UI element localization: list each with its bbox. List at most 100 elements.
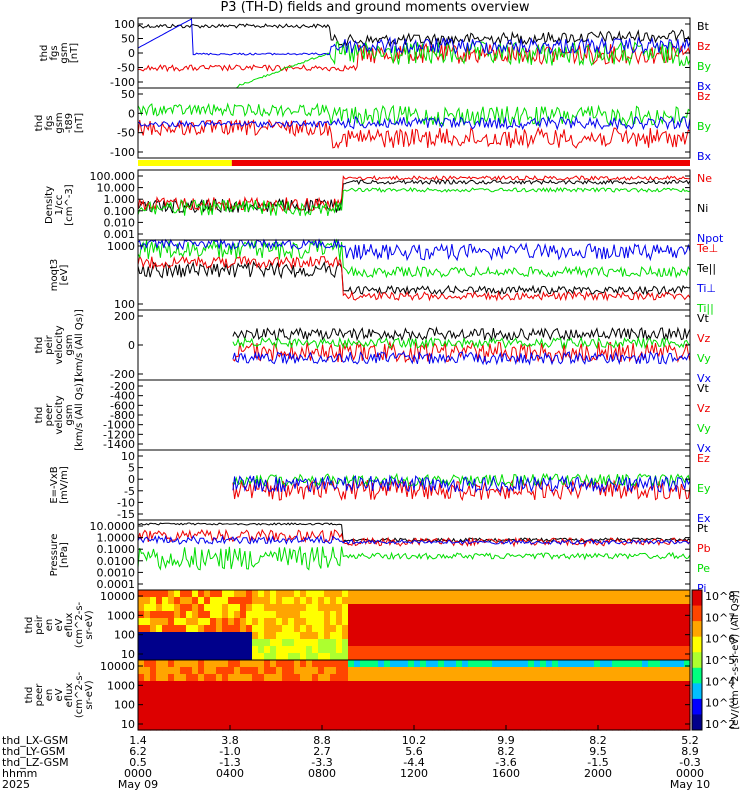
spectrogram-cell <box>426 716 433 724</box>
series-line-pt <box>137 522 691 544</box>
spectrogram-cell <box>198 639 205 647</box>
spectrogram-cell <box>336 723 343 731</box>
spectrogram-cell <box>576 611 583 619</box>
spectrogram-cell <box>336 709 343 717</box>
spectrogram-cell <box>294 723 301 731</box>
spectrogram-cell <box>672 611 679 619</box>
spectrogram-cell <box>648 667 655 675</box>
y-tick-label: 10 <box>121 450 135 463</box>
spectrogram-cell <box>252 604 259 612</box>
spectrogram-cell <box>492 702 499 710</box>
spectrogram-cell <box>330 639 337 647</box>
spectrogram-cell <box>318 604 325 612</box>
spectrogram-cell <box>138 646 145 654</box>
spectrogram-cell <box>582 674 589 682</box>
spectrogram-cell <box>648 646 655 654</box>
spectrogram-cell <box>468 604 475 612</box>
spectrogram-cell <box>426 604 433 612</box>
spectrogram-cell <box>234 723 241 731</box>
spectrogram-cell <box>252 597 259 605</box>
x-tick-label: -1.5 <box>587 756 608 769</box>
spectrogram-cell <box>624 653 631 661</box>
spectrogram-cell <box>414 674 421 682</box>
spectrogram-cell <box>342 667 349 675</box>
spectrogram-cell <box>456 639 463 647</box>
spectrogram-cell <box>486 632 493 640</box>
y-tick-label: 10.000 <box>97 182 136 195</box>
spectrogram-cell <box>330 681 337 689</box>
spectrogram-cell <box>438 716 445 724</box>
y-tick-label: 1.0000 <box>97 532 136 545</box>
spectrogram-cell <box>516 695 523 703</box>
spectrogram-cell <box>414 590 421 598</box>
spectrogram-cell <box>228 723 235 731</box>
spectrogram-cell <box>420 709 427 717</box>
spectrogram-cell <box>180 723 187 731</box>
spectrogram-cell <box>492 716 499 724</box>
spectrogram-cell <box>636 639 643 647</box>
spectrogram-cell <box>246 639 253 647</box>
spectrogram-cell <box>264 667 271 675</box>
spectrogram-cell <box>210 611 217 619</box>
y-tick-label: -200 <box>110 368 135 381</box>
spectrogram-cell <box>570 590 577 598</box>
spectrogram-cell <box>576 632 583 640</box>
spectrogram-cell <box>636 618 643 626</box>
spectrogram-cell <box>432 660 439 668</box>
spectrogram-cell <box>324 597 331 605</box>
spectrogram-cell <box>606 590 613 598</box>
spectrogram-cell <box>354 688 361 696</box>
spectrogram-cell <box>282 639 289 647</box>
spectrogram-cell <box>186 716 193 724</box>
y-axis-label: Pressure <box>49 534 60 577</box>
spectrogram-cell <box>444 632 451 640</box>
spectrogram-cell <box>606 674 613 682</box>
spectrogram-cell <box>396 639 403 647</box>
spectrogram-cell <box>654 611 661 619</box>
spectrogram-cell <box>438 639 445 647</box>
spectrogram-cell <box>618 702 625 710</box>
spectrogram-cell <box>630 604 637 612</box>
spectrogram-cell <box>174 660 181 668</box>
spectrogram-cell <box>504 604 511 612</box>
spectrogram-cell <box>438 653 445 661</box>
spectrogram-cell <box>366 681 373 689</box>
spectrogram-cell <box>378 618 385 626</box>
y-axis-label: eflux <box>64 613 75 638</box>
spectrogram-cell <box>174 681 181 689</box>
spectrogram-cell <box>462 618 469 626</box>
spectrogram-cell <box>576 625 583 633</box>
spectrogram-cell <box>540 709 547 717</box>
spectrogram-cell <box>246 597 253 605</box>
spectrogram-cell <box>534 590 541 598</box>
y-tick-label: 1000 <box>107 609 135 622</box>
y-axis-label: E=-VxB <box>49 466 60 503</box>
y-tick-label: 1000 <box>107 240 135 253</box>
spectrogram-cell <box>426 709 433 717</box>
spectrogram-cell <box>636 660 643 668</box>
spectrogram-cell <box>576 716 583 724</box>
spectrogram-cell <box>396 590 403 598</box>
spectrogram-cell <box>258 597 265 605</box>
spectrogram-cell <box>558 618 565 626</box>
spectrogram-cell <box>342 653 349 661</box>
spectrogram-cell <box>390 660 397 668</box>
y-tick-label: 0 <box>128 473 135 486</box>
y-axis-label: thd <box>34 407 45 424</box>
spectrogram-cell <box>204 681 211 689</box>
spectrogram-cell <box>408 681 415 689</box>
spectrogram-cell <box>480 618 487 626</box>
spectrogram-cell <box>276 702 283 710</box>
colorbar-segment <box>692 590 702 607</box>
spectrogram-cell <box>534 653 541 661</box>
spectrogram-cell <box>168 674 175 682</box>
spectrogram-cell <box>222 702 229 710</box>
spectrogram-cell <box>684 695 691 703</box>
legend-entry: Vy <box>697 352 711 365</box>
spectrogram-cell <box>684 716 691 724</box>
y-tick-label: 100 <box>114 629 135 642</box>
spectrogram-cell <box>666 660 673 668</box>
spectrogram-cell <box>420 667 427 675</box>
spectrogram-cell <box>426 597 433 605</box>
spectrogram-cell <box>630 681 637 689</box>
